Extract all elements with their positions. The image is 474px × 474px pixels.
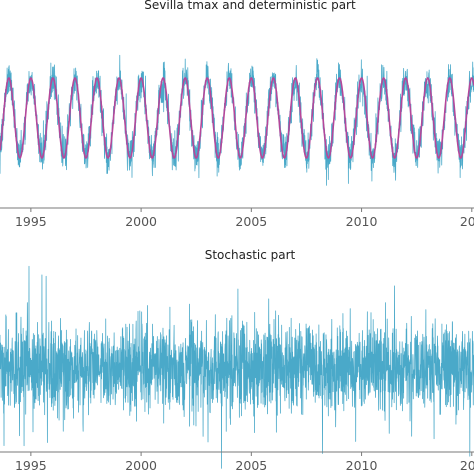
- bottom-x-tick-label: 1995: [15, 458, 47, 473]
- top-x-tick-label: 2010: [346, 214, 378, 229]
- top-x-tick-label: 1995: [15, 214, 47, 229]
- top-observed-series-line: [0, 54, 474, 186]
- bottom-x-ticks: 1995 2000 2005 2010 201: [15, 452, 474, 473]
- bottom-x-tick-label: 2005: [235, 458, 267, 473]
- bottom-plot-area: [0, 265, 474, 469]
- top-chart-title: Sevilla tmax and deterministic part: [144, 0, 356, 12]
- top-plot-area: [0, 54, 474, 186]
- bottom-x-tick-label: 2000: [125, 458, 157, 473]
- top-x-tick-label: 201: [460, 214, 474, 229]
- bottom-x-tick-label: 2010: [346, 458, 378, 473]
- top-x-ticks: 1995 2000 2005 2010 201: [15, 208, 474, 229]
- bottom-chart-title: Stochastic part: [205, 248, 296, 262]
- top-x-tick-label: 2000: [125, 214, 157, 229]
- bottom-observed-series-line: [0, 265, 474, 469]
- bottom-x-tick-label: 201: [460, 458, 474, 473]
- top-panel: Sevilla tmax and deterministic part 1995…: [0, 0, 474, 229]
- top-deterministic-series-line: [0, 76, 474, 160]
- top-x-tick-label: 2005: [235, 214, 267, 229]
- bottom-panel: Stochastic part 1995 2000 2005 2010 201: [0, 248, 474, 473]
